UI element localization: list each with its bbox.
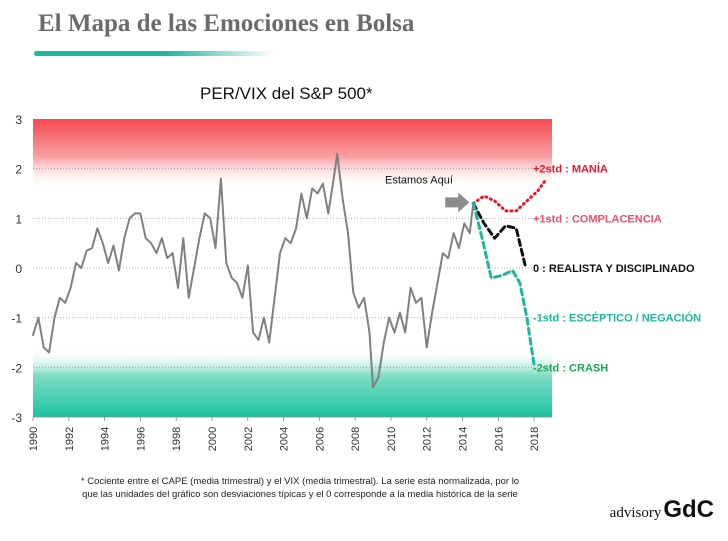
x-tick-label: 1992 — [64, 427, 76, 451]
x-tick-label: 2012 — [422, 427, 434, 451]
realistic-projection-line — [471, 201, 527, 267]
band-label: -1std : ESCÉPTICO / NEGACIÓN — [533, 312, 701, 325]
x-tick-label: 2006 — [314, 427, 326, 451]
x-tick-label: 2010 — [386, 427, 398, 451]
footnote: * Cociente entre el CAPE (media trimestr… — [60, 475, 540, 501]
x-tick-label: 1998 — [171, 427, 183, 451]
x-tick-label: 1990 — [28, 427, 40, 451]
crash-projection-line — [471, 201, 536, 367]
chart-title: PER/VIX del S&P 500* — [200, 84, 373, 103]
logo-gdc: GdC — [663, 496, 714, 523]
logo-advisory: advisory — [609, 505, 662, 521]
band-label: +1std : COMPLACENCIA — [533, 213, 662, 225]
mania-zone — [33, 119, 552, 189]
footnote-line-1: * Cociente entre el CAPE (media trimestr… — [80, 476, 520, 487]
band-label: +2std : MANÍA — [533, 163, 608, 176]
annotation-arrow-icon — [445, 192, 470, 213]
logo: advisory GdC — [610, 498, 714, 522]
band-label: -2std : CRASH — [533, 362, 608, 374]
footnote-line-2: que las unidades del gráfico son desviac… — [82, 489, 518, 500]
mania-projection-line — [471, 179, 547, 213]
page-title: El Mapa de las Emociones en Bolsa — [38, 10, 415, 37]
title-underline — [34, 51, 274, 56]
y-tick-label: -2 — [11, 361, 22, 375]
x-tick-label: 2008 — [350, 427, 362, 451]
band-label: 0 : REALISTA Y DISCIPLINADO — [533, 263, 695, 275]
x-tick-label: 2018 — [529, 427, 541, 451]
x-tick-label: 2002 — [243, 427, 255, 451]
x-tick-label: 1996 — [135, 427, 147, 451]
y-tick-label: 1 — [15, 212, 22, 226]
y-tick-label: -1 — [11, 312, 22, 326]
y-tick-label: 3 — [15, 113, 22, 127]
historical-series-line — [32, 152, 475, 389]
x-tick-label: 2000 — [207, 427, 219, 451]
y-tick-label: -3 — [11, 411, 22, 425]
y-tick-label: 2 — [15, 163, 22, 177]
x-tick-label: 1994 — [100, 427, 112, 451]
x-tick-label: 2016 — [493, 427, 505, 451]
crash-zone — [33, 348, 552, 417]
x-tick-label: 2014 — [458, 427, 470, 451]
x-tick-label: 2004 — [279, 427, 291, 451]
annotation-text: Estamos Aquí — [385, 174, 453, 186]
y-tick-label: 0 — [15, 262, 22, 276]
